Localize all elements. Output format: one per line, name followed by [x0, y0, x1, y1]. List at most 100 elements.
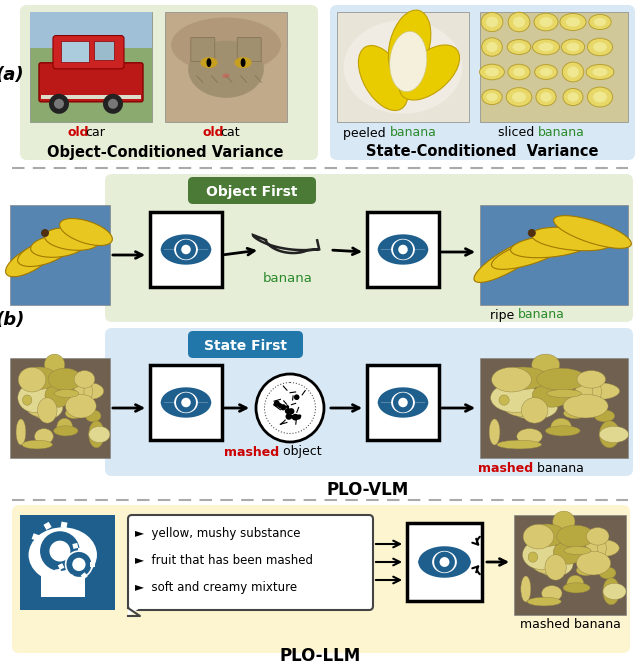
Ellipse shape: [545, 426, 580, 436]
Ellipse shape: [54, 426, 78, 436]
Ellipse shape: [566, 17, 580, 27]
Bar: [54, 568, 61, 576]
Ellipse shape: [502, 391, 543, 416]
Ellipse shape: [29, 527, 97, 582]
FancyBboxPatch shape: [191, 37, 215, 61]
Circle shape: [528, 229, 536, 237]
Ellipse shape: [485, 68, 499, 76]
Ellipse shape: [200, 57, 218, 68]
Bar: [69, 562, 77, 570]
Circle shape: [41, 229, 49, 237]
Bar: [30, 12, 152, 122]
Circle shape: [286, 405, 289, 408]
Ellipse shape: [554, 216, 631, 248]
Ellipse shape: [586, 64, 614, 80]
Ellipse shape: [163, 236, 210, 263]
Ellipse shape: [553, 511, 575, 533]
Ellipse shape: [564, 546, 591, 554]
Ellipse shape: [522, 398, 548, 423]
Bar: [10, 358, 110, 458]
Text: mashed: mashed: [224, 446, 279, 459]
Ellipse shape: [536, 369, 586, 390]
Ellipse shape: [603, 583, 626, 600]
Ellipse shape: [510, 389, 531, 412]
Ellipse shape: [174, 239, 198, 260]
Ellipse shape: [492, 367, 531, 392]
Ellipse shape: [589, 15, 611, 30]
FancyBboxPatch shape: [105, 174, 633, 322]
Circle shape: [176, 240, 196, 260]
Ellipse shape: [35, 429, 53, 444]
Circle shape: [440, 557, 449, 567]
FancyBboxPatch shape: [188, 177, 316, 204]
Bar: [90, 562, 95, 567]
Circle shape: [393, 240, 413, 260]
Text: banana: banana: [518, 309, 565, 321]
Ellipse shape: [497, 440, 541, 449]
Ellipse shape: [534, 64, 557, 80]
Circle shape: [288, 408, 294, 414]
Circle shape: [103, 94, 123, 114]
Circle shape: [39, 530, 81, 572]
Circle shape: [398, 398, 408, 407]
Ellipse shape: [482, 90, 502, 105]
Ellipse shape: [568, 402, 602, 409]
Circle shape: [256, 374, 324, 442]
Ellipse shape: [567, 66, 579, 78]
Circle shape: [398, 245, 408, 254]
Ellipse shape: [540, 92, 552, 102]
Bar: [44, 522, 52, 530]
Ellipse shape: [48, 369, 82, 390]
Ellipse shape: [420, 548, 469, 576]
Bar: [30, 12, 152, 48]
Text: PLO-VLM: PLO-VLM: [327, 481, 409, 499]
Ellipse shape: [566, 546, 589, 552]
Ellipse shape: [38, 398, 57, 423]
Bar: [367, 212, 439, 287]
Text: banana: banana: [263, 272, 313, 284]
Ellipse shape: [207, 58, 211, 67]
Ellipse shape: [65, 394, 96, 418]
Ellipse shape: [563, 88, 583, 106]
Ellipse shape: [380, 389, 427, 416]
Ellipse shape: [68, 402, 93, 409]
Ellipse shape: [508, 12, 530, 32]
Ellipse shape: [567, 575, 584, 593]
Ellipse shape: [513, 17, 525, 27]
Ellipse shape: [540, 68, 552, 76]
Ellipse shape: [344, 20, 463, 114]
Ellipse shape: [561, 39, 585, 55]
Ellipse shape: [593, 383, 602, 400]
Ellipse shape: [19, 367, 46, 392]
Ellipse shape: [84, 383, 93, 400]
Circle shape: [434, 552, 455, 572]
Bar: [10, 205, 110, 305]
Text: (a): (a): [0, 66, 24, 84]
Circle shape: [108, 99, 118, 109]
Ellipse shape: [595, 410, 614, 422]
Ellipse shape: [491, 383, 540, 412]
Ellipse shape: [539, 42, 554, 51]
Ellipse shape: [512, 92, 526, 102]
Text: banana: banana: [390, 127, 437, 139]
Ellipse shape: [44, 354, 65, 375]
Circle shape: [280, 404, 286, 410]
Bar: [58, 563, 65, 570]
FancyBboxPatch shape: [39, 63, 143, 102]
Ellipse shape: [391, 392, 415, 413]
Bar: [61, 41, 89, 62]
FancyBboxPatch shape: [12, 505, 630, 653]
Text: mashed: mashed: [478, 461, 533, 475]
Ellipse shape: [45, 384, 72, 407]
Ellipse shape: [22, 367, 57, 389]
Ellipse shape: [506, 88, 532, 106]
Text: cat: cat: [220, 127, 240, 139]
Ellipse shape: [57, 388, 77, 395]
Ellipse shape: [399, 45, 460, 100]
Ellipse shape: [65, 408, 83, 418]
Circle shape: [277, 403, 282, 408]
FancyBboxPatch shape: [237, 37, 261, 61]
FancyBboxPatch shape: [188, 331, 303, 358]
Ellipse shape: [30, 389, 45, 412]
Text: ►  soft and creamy mixture: ► soft and creamy mixture: [135, 582, 297, 594]
